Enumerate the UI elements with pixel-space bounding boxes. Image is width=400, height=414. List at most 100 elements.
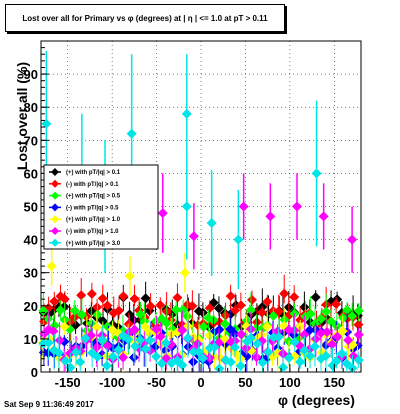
- data-point: [206, 218, 217, 229]
- data-point: [192, 338, 203, 349]
- y-axis-label: Lost over all (%): [14, 61, 30, 171]
- data-point: [54, 335, 65, 346]
- data-point: [320, 350, 331, 361]
- data-point: [178, 304, 189, 315]
- data-point: [124, 309, 135, 320]
- data-point: [38, 305, 49, 316]
- data-point: [225, 357, 236, 368]
- legend: (+) with pT/|q| > 0.1 (-) with pT/|q| > 0…: [43, 164, 159, 250]
- x-tick-label: 100: [279, 375, 301, 390]
- data-point: [327, 339, 338, 350]
- data-point: [91, 322, 102, 333]
- data-point: [299, 345, 310, 356]
- legend-label: (+) with pT/|q| > 1.0: [66, 217, 121, 223]
- legend-marker: [51, 191, 59, 200]
- data-point: [214, 324, 225, 335]
- legend-label: (-) with pT/|q| > 0.1: [66, 182, 119, 188]
- legend-box: [43, 164, 159, 250]
- data-point: [213, 303, 224, 314]
- data-point: [236, 329, 247, 340]
- data-point: [326, 316, 337, 327]
- data-point: [129, 324, 140, 335]
- series-6: [38, 321, 364, 374]
- data-point: [102, 300, 113, 311]
- data-point: [156, 358, 167, 369]
- y-tick-label: 0: [31, 365, 38, 380]
- data-point: [220, 318, 231, 329]
- data-point: [316, 313, 327, 324]
- y-tick-label: 60: [24, 166, 38, 181]
- data-point: [321, 326, 332, 337]
- data-point: [187, 300, 198, 311]
- data-point: [182, 333, 193, 344]
- data-point: [41, 118, 52, 129]
- data-point: [177, 325, 188, 336]
- data-point: [123, 334, 134, 345]
- data-point: [172, 292, 183, 303]
- data-point: [331, 355, 342, 366]
- data-point: [118, 291, 129, 302]
- data-point: [70, 347, 81, 358]
- data-point: [262, 296, 273, 307]
- data-point: [204, 303, 215, 314]
- data-point: [347, 234, 358, 245]
- data-point: [180, 267, 190, 278]
- data-point: [135, 334, 146, 345]
- data-point: [151, 324, 162, 335]
- data-point: [92, 351, 103, 362]
- data-point: [80, 333, 91, 344]
- y-tick-label: 10: [24, 332, 38, 347]
- data-point: [123, 318, 134, 329]
- data-point: [124, 271, 135, 282]
- data-point: [241, 343, 252, 354]
- y-tick-label: 90: [24, 67, 38, 82]
- data-point: [97, 293, 108, 304]
- data-point: [321, 306, 332, 317]
- data-point: [86, 288, 97, 299]
- data-point: [265, 211, 276, 222]
- data-point: [59, 294, 70, 305]
- data-point: [283, 324, 294, 335]
- data-point: [160, 337, 171, 348]
- data-point: [238, 201, 249, 212]
- chart-title: Lost over all for Primary vs φ (degrees)…: [5, 4, 285, 32]
- data-point: [107, 324, 118, 335]
- data-point: [102, 340, 113, 351]
- data-point: [130, 341, 141, 352]
- data-point: [331, 298, 342, 309]
- data-point: [235, 360, 246, 371]
- data-point: [225, 291, 236, 302]
- data-point: [193, 346, 204, 357]
- data-point: [55, 305, 66, 316]
- data-point: [214, 363, 225, 374]
- data-point: [118, 352, 129, 363]
- data-point: [140, 343, 151, 354]
- data-point: [353, 354, 364, 365]
- data-point: [311, 168, 322, 179]
- data-point: [197, 353, 208, 364]
- data-point: [347, 311, 358, 322]
- y-tick-label: 20: [24, 299, 38, 314]
- x-axis-ticks: -150 -100 -50 0 50 100 150: [40, 364, 362, 390]
- x-axis-label: φ (degrees): [278, 392, 355, 408]
- data-point: [341, 358, 352, 369]
- y-tick-label: 70: [24, 133, 38, 148]
- data-point: [140, 293, 151, 304]
- data-point: [145, 301, 156, 312]
- legend-label: (+) with pT/|q| > 0.1: [66, 170, 121, 176]
- legend-marker: [51, 227, 59, 235]
- x-tick-label: -150: [55, 375, 81, 390]
- data-point: [75, 356, 86, 367]
- data-point: [48, 326, 59, 337]
- y-tick-label: 50: [24, 200, 38, 215]
- data-point: [318, 211, 329, 222]
- data-point: [273, 331, 284, 342]
- y-tick-label: 80: [24, 100, 38, 115]
- data-point: [101, 360, 112, 371]
- data-points: [37, 274, 364, 374]
- data-point: [76, 290, 87, 301]
- data-point: [251, 352, 262, 363]
- data-point: [171, 304, 182, 315]
- data-point: [245, 305, 256, 316]
